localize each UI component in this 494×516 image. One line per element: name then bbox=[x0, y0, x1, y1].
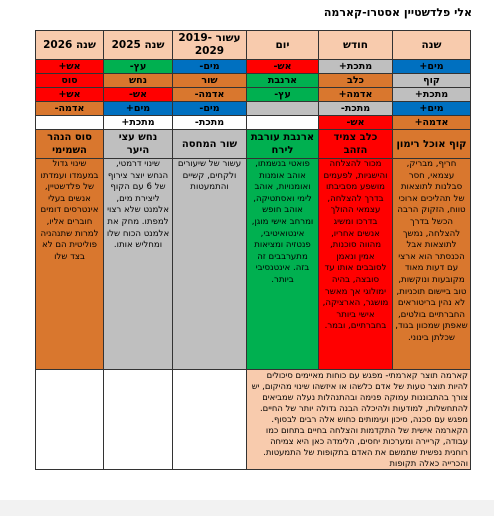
cell: עשור של שיעורים ולקחים, קשיים והתמעטות bbox=[172, 158, 247, 370]
cell: אדמה- bbox=[172, 87, 247, 102]
cell bbox=[246, 115, 319, 130]
cell: מים+ bbox=[392, 101, 471, 116]
cell: אש+ bbox=[35, 87, 104, 102]
cell: נחש עצי היער bbox=[103, 129, 173, 159]
row: קוף כלב ארנבת שור נחש סוס bbox=[35, 73, 471, 88]
cell: ארנבת עורבת לירח bbox=[246, 129, 319, 159]
cell: מים- bbox=[172, 101, 247, 116]
row: קוף אוכל רימון כלב צמיד הזהב ארנבת עורבת… bbox=[35, 129, 471, 159]
header-cell: שנה 2026 bbox=[35, 30, 104, 60]
cell: מתכת+ bbox=[103, 115, 173, 130]
cell bbox=[35, 369, 104, 470]
cell: חריף, מבריק, עצמאי, חסר סבלנות לתוצאות ש… bbox=[392, 158, 471, 370]
cell: מתכת+ bbox=[318, 59, 393, 74]
cell: פואטי בנשמתו, אוהב אומנות ואומנויות, אוה… bbox=[246, 158, 319, 370]
cell: אדמה- bbox=[35, 101, 104, 116]
header-cell: יום bbox=[246, 30, 319, 60]
cell: קוף bbox=[392, 73, 471, 88]
cell: מים- bbox=[172, 59, 247, 74]
cell: עץ- bbox=[103, 59, 173, 74]
cell: אש- bbox=[103, 87, 173, 102]
cell: מתכת+ bbox=[392, 87, 471, 102]
cell: שור המחסה bbox=[172, 129, 247, 159]
cell: קוף אוכל רימון bbox=[392, 129, 471, 159]
header-cell: עשור 2019-2029 bbox=[172, 30, 247, 60]
cell: סוס הנהר השמימי bbox=[35, 129, 104, 159]
header-cell: שנה bbox=[392, 30, 471, 60]
cell: סוס bbox=[35, 73, 104, 88]
title: אלי פלדשטיין אסטרו-קארמה bbox=[323, 6, 472, 19]
cell: כלב bbox=[318, 73, 393, 88]
footer-strip bbox=[0, 500, 494, 516]
header-cell: שנה 2025 bbox=[103, 30, 173, 60]
row: אדמה+ אש- מתכת- מתכת+ bbox=[35, 115, 471, 130]
row: מים+ מתכת+ אש- מים- עץ- אש+ bbox=[35, 59, 471, 74]
header-cell: חודש bbox=[318, 30, 393, 60]
row: מים+ מתכת- מים- מים+ אדמה- bbox=[35, 101, 471, 116]
cell: מים+ bbox=[392, 59, 471, 74]
cell: אדמה+ bbox=[318, 87, 393, 102]
cell: שור bbox=[172, 73, 247, 88]
cell: אש+ bbox=[35, 59, 104, 74]
cell: אש- bbox=[246, 59, 319, 74]
cell: שינוי גדול במעמדו ועמדתו של פלדשטיין, אנ… bbox=[35, 158, 104, 370]
cell: אש- bbox=[318, 115, 393, 130]
cell: אדמה+ bbox=[392, 115, 471, 130]
cell: מתכת- bbox=[318, 101, 393, 116]
cell: ארנבת bbox=[246, 73, 319, 88]
cell bbox=[35, 115, 104, 130]
row: חריף, מבריק, עצמאי, חסר סבלנות לתוצאות ש… bbox=[35, 158, 471, 370]
cell: מכור להצלחה והישגיות, לפעמים מושפע מסביב… bbox=[318, 158, 393, 370]
header-row: שנה חודש יום עשור 2019-2029 שנה 2025 שנה… bbox=[35, 30, 471, 60]
cell: מתכת- bbox=[172, 115, 247, 130]
cell bbox=[103, 369, 173, 470]
cell: נחש bbox=[103, 73, 173, 88]
cell: שינוי דרמטי, הנחש יוצר צירוף של 6 עם הקו… bbox=[103, 158, 173, 370]
karma-cell: קארמה תוצר קארמתי- מפגש עם כוחות מאיימים… bbox=[246, 369, 471, 470]
cell: מים+ bbox=[103, 101, 173, 116]
cell: עץ- bbox=[246, 87, 319, 102]
astro-table: שנה חודש יום עשור 2019-2029 שנה 2025 שנה… bbox=[35, 30, 471, 470]
cell bbox=[246, 101, 319, 116]
cell bbox=[172, 369, 247, 470]
row: מתכת+ אדמה+ עץ- אדמה- אש- אש+ bbox=[35, 87, 471, 102]
row: קארמה תוצר קארמתי- מפגש עם כוחות מאיימים… bbox=[35, 369, 471, 470]
cell: כלב צמיד הזהב bbox=[318, 129, 393, 159]
